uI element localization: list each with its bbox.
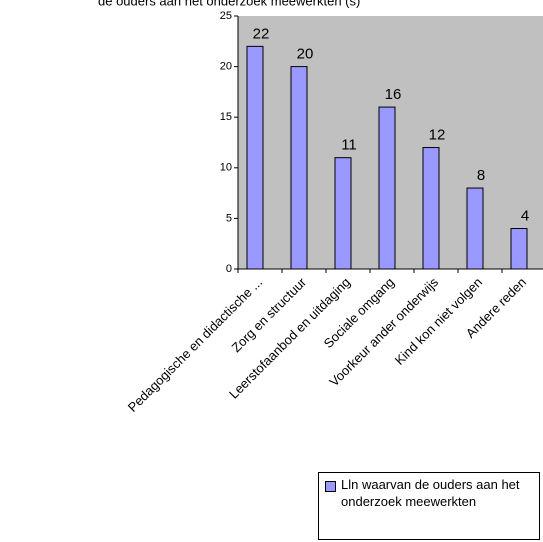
data-label: 16 <box>385 86 402 103</box>
data-label: 12 <box>429 127 446 144</box>
y-tick-label: 15 <box>220 111 232 123</box>
bar <box>290 66 308 270</box>
x-category-label: Zorg en structuur <box>229 274 310 355</box>
y-axis-ticks: 0 5 10 15 20 25 <box>220 10 238 275</box>
data-label: 4 <box>521 208 529 225</box>
bar <box>422 147 440 270</box>
data-label: 22 <box>253 25 270 42</box>
legend-label: Lln waarvan de ouders aan het onderzoek … <box>341 477 520 509</box>
bar <box>510 228 528 270</box>
y-tick-label: 25 <box>220 10 232 22</box>
y-tick-label: 5 <box>226 212 232 224</box>
data-label: 20 <box>297 46 314 63</box>
bar-series <box>237 45 528 273</box>
chart-title: de ouders aan het onderzoek meewerkten (… <box>98 0 360 8</box>
legend: Lln waarvan de ouders aan het onderzoek … <box>318 472 540 540</box>
y-tick-label: 10 <box>220 162 232 174</box>
legend-swatch <box>325 481 336 492</box>
category-labels: Pedagogische en didactische ...Zorg en s… <box>125 274 529 415</box>
bar <box>246 45 264 270</box>
y-tick-label: 0 <box>226 263 232 275</box>
bar <box>378 106 396 270</box>
data-label: 8 <box>477 167 485 184</box>
data-label: 11 <box>341 137 357 154</box>
bar <box>466 187 484 270</box>
data-labels: 22 20 11 16 12 8 4 <box>253 25 530 224</box>
bar <box>334 157 352 270</box>
y-tick-label: 20 <box>220 61 232 73</box>
